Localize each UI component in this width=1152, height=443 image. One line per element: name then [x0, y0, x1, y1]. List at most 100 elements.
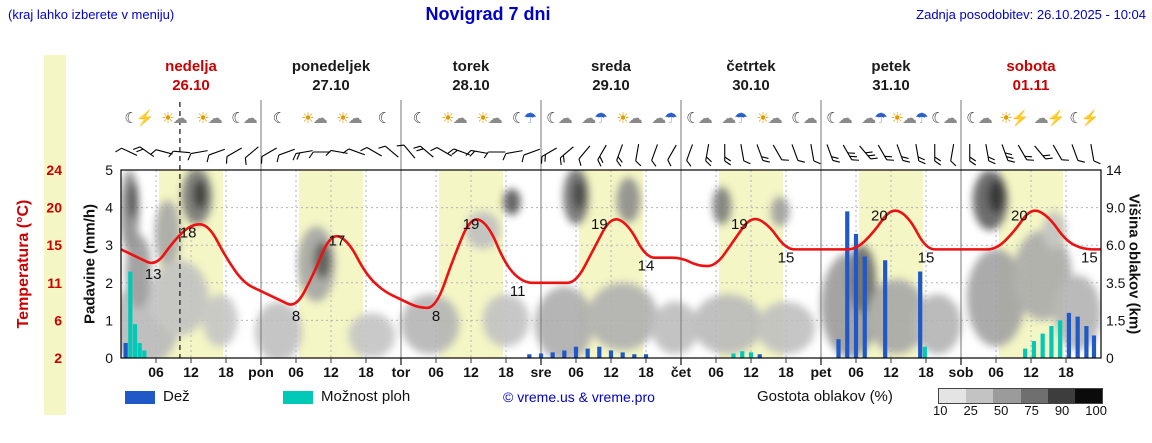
weather-icon: ☾⚡ [1069, 109, 1097, 127]
weather-icon: ☾☁ [931, 110, 957, 127]
temperature-line [120, 209, 1101, 310]
precip-bars [123, 211, 1097, 358]
x-hour-label: 18 [638, 364, 654, 380]
wind-barb [559, 146, 574, 166]
x-day-abbrev: sob [949, 364, 974, 380]
showers-bar [731, 353, 736, 358]
temperature-axis-strip [44, 55, 66, 415]
wind-barb [651, 144, 659, 167]
cloud-blob [692, 294, 763, 355]
wind-barb [810, 144, 821, 165]
cloud-height-tick-label: 6.0 [1106, 237, 1126, 253]
cloud-blob [616, 177, 641, 223]
wind-barb [842, 144, 859, 161]
showers-bar [922, 346, 927, 358]
density-value: 100 [1085, 403, 1107, 418]
cloud-height-tick-label: 3.5 [1106, 275, 1126, 291]
showers-bar [748, 352, 754, 358]
x-hour-label: 12 [603, 364, 619, 380]
wind-barb [396, 144, 416, 159]
temperature-tick-label: 20 [46, 200, 62, 216]
density-step [993, 389, 1021, 403]
rain-bar [845, 211, 850, 358]
showers-bar [132, 324, 138, 358]
rain-bar [562, 350, 567, 358]
wind-barb [950, 144, 957, 167]
rain-bar [862, 256, 867, 358]
cloud-blob [770, 196, 790, 227]
x-hour-label: 18 [218, 364, 234, 380]
rain-bar [643, 354, 649, 358]
precip-tick-label: 3 [105, 237, 113, 253]
x-day-abbrev: sre [530, 364, 551, 380]
day-name: torek [453, 58, 490, 75]
temperature-value-label: 8 [292, 308, 300, 325]
temperature-tick-label: 24 [46, 162, 62, 178]
rain-bar [883, 260, 888, 358]
weather-icon: ☾☁ [686, 110, 712, 127]
cloud-density-scale-values: 10 25 50 75 90 100 [933, 403, 1107, 418]
rain-bar [1084, 326, 1089, 358]
day-date: 29.10 [592, 77, 630, 94]
wind-barb [413, 145, 434, 158]
rain-bar [597, 346, 602, 358]
wind-barb [724, 144, 732, 166]
wind-barb [1001, 144, 1015, 163]
day-name: sobota [1006, 58, 1056, 75]
cloud-density-legend-label: Gostota oblakov (%) [757, 388, 893, 405]
density-value: 90 [1054, 403, 1070, 418]
cloud-blob [202, 294, 238, 347]
wind-barb [985, 144, 996, 165]
rain-bar [836, 339, 841, 358]
wind-barb [115, 147, 138, 156]
day-date: 26.10 [172, 77, 210, 94]
weather-icon: ☀☁ [196, 110, 222, 127]
weather-icon: ☾☁ [231, 110, 257, 127]
x-hour-label: 18 [918, 364, 934, 380]
cloud-height-tick-label: 1.5 [1106, 312, 1126, 328]
day-name: nedelja [165, 58, 217, 75]
rain-bar [1091, 335, 1097, 358]
temperature-value-label: 14 [638, 258, 655, 275]
x-hour-label: 12 [743, 364, 759, 380]
x-hour-label: 12 [1023, 364, 1039, 380]
rain-bar [918, 271, 923, 358]
wind-barb [292, 150, 313, 161]
wind-barb [686, 144, 694, 167]
temperature-value-label: 11 [510, 283, 526, 300]
cloud-blob [127, 181, 138, 219]
x-hour-label: 12 [883, 364, 899, 380]
day-name: sreda [591, 58, 632, 75]
weather-icon: ☁☂ [721, 110, 747, 127]
credit-link[interactable]: © vreme.us & vreme.pro [503, 389, 655, 405]
cloud-layer [121, 170, 1101, 358]
wind-barb [150, 149, 173, 155]
wind-barb [1052, 144, 1069, 161]
rain-bar [757, 354, 762, 358]
weather-icon: ☀☁ [161, 110, 187, 127]
cloud-blob [966, 248, 1026, 347]
wind-barb [168, 150, 191, 158]
temperature-value-label: 19 [463, 216, 480, 233]
wind-barb [969, 144, 977, 166]
cloud-blob [192, 179, 207, 210]
rain-bar [550, 352, 555, 358]
wind-barb [465, 149, 488, 157]
rain-bar [573, 346, 579, 358]
day-date: 31.10 [872, 77, 910, 94]
weather-icon: ☀☁ [336, 110, 362, 127]
day-name: četrtek [726, 58, 776, 75]
x-hour-label: 06 [428, 364, 444, 380]
temperature-tick-label: 2 [54, 350, 62, 366]
weather-icon: ☾☁ [546, 110, 572, 127]
cloud-blob [503, 188, 521, 216]
showers-legend-label: Možnost ploh [321, 388, 411, 405]
x-hour-label: 06 [568, 364, 584, 380]
temperature-value-label: 15 [778, 249, 795, 266]
weather-icon: ☀☁ [301, 110, 327, 127]
temperature-value-label: 20 [871, 208, 888, 225]
day-date: 28.10 [452, 77, 490, 94]
wind-barb [132, 146, 155, 158]
temperature-value-label: 19 [731, 216, 748, 233]
